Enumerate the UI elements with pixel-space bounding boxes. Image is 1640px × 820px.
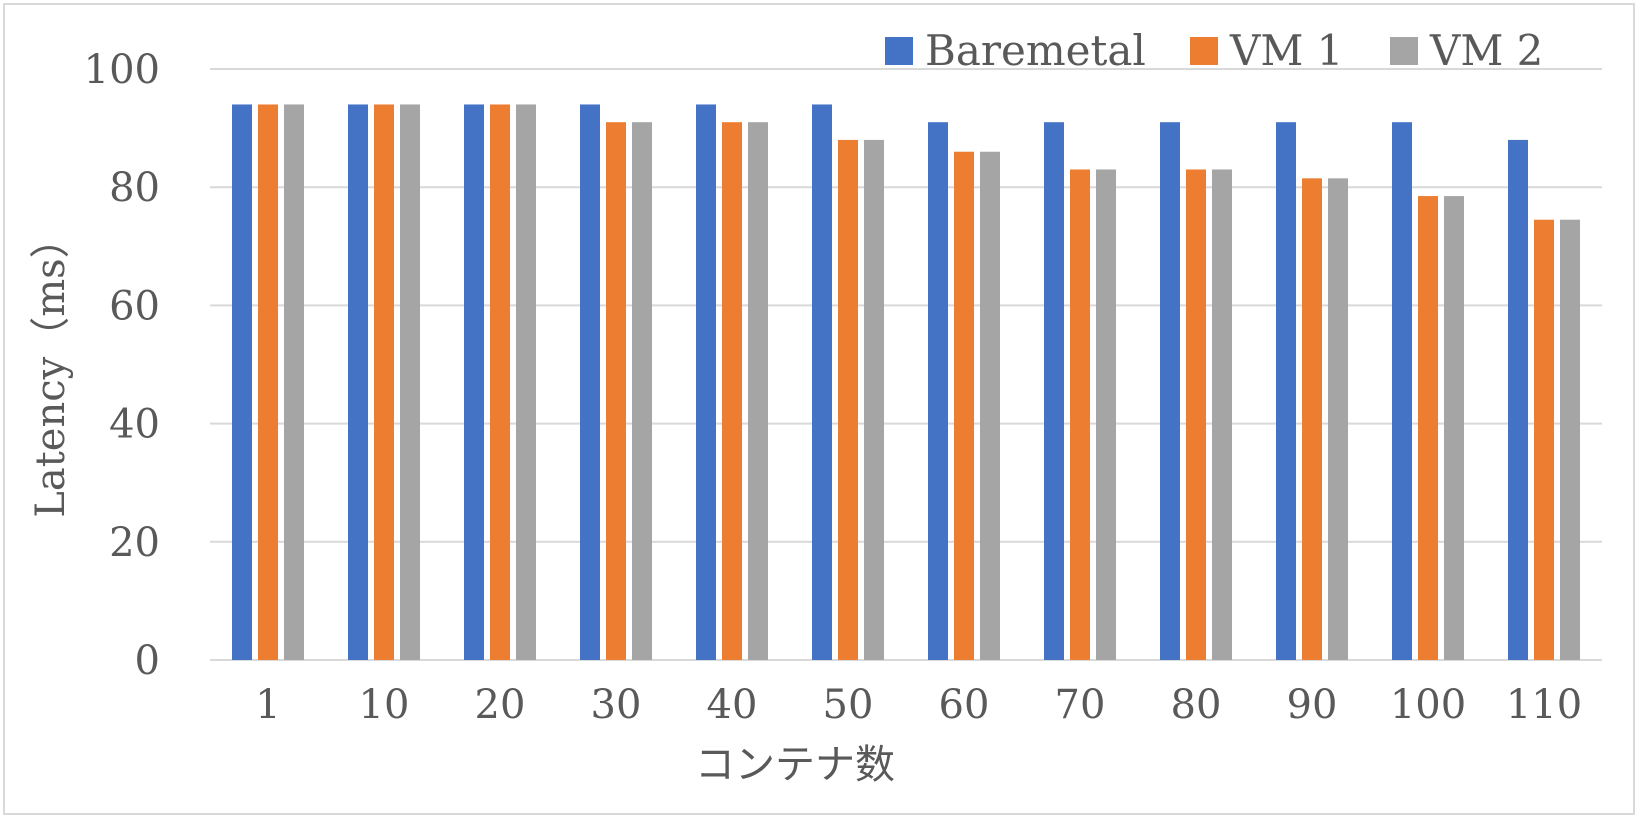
x-tick-label: 100 bbox=[1390, 682, 1466, 728]
y-tick-label: 100 bbox=[84, 47, 160, 93]
x-tick-label: 40 bbox=[707, 682, 758, 728]
y-tick-label: 60 bbox=[109, 283, 160, 329]
bar-baremetal-60 bbox=[928, 122, 948, 660]
bars bbox=[232, 104, 1580, 661]
bar-vm-2-20 bbox=[516, 104, 536, 660]
x-tick-label: 30 bbox=[591, 682, 642, 728]
bar-vm-2-90 bbox=[1328, 178, 1348, 660]
y-axis-ticks: 0 20 40 60 80 100 bbox=[84, 47, 160, 684]
legend-swatch bbox=[885, 37, 913, 65]
bar-baremetal-50 bbox=[812, 104, 832, 660]
bar-vm-2-30 bbox=[632, 122, 652, 660]
legend-label: VM 2 bbox=[1429, 26, 1543, 75]
y-tick-label: 20 bbox=[109, 520, 160, 566]
bar-vm-1-50 bbox=[838, 139, 858, 661]
bar-baremetal-20 bbox=[464, 104, 484, 660]
bar-baremetal-1 bbox=[232, 104, 252, 660]
x-tick-label: 110 bbox=[1506, 682, 1582, 728]
bar-vm-1-90 bbox=[1302, 178, 1322, 660]
y-axis-title: Latency（ms） bbox=[28, 218, 74, 517]
bar-baremetal-80 bbox=[1160, 122, 1180, 660]
x-tick-label: 90 bbox=[1287, 682, 1338, 728]
bar-vm-2-100 bbox=[1444, 196, 1464, 660]
bar-baremetal-90 bbox=[1276, 122, 1296, 660]
bar-baremetal-30 bbox=[580, 104, 600, 660]
bar-vm-1-100 bbox=[1418, 196, 1438, 660]
x-axis-ticks: 1 10 20 30 40 50 60 70 80 90 100 110 bbox=[255, 682, 1582, 728]
x-tick-label: 1 bbox=[255, 682, 280, 728]
x-tick-label: 60 bbox=[939, 682, 990, 728]
bar-baremetal-10 bbox=[348, 104, 368, 660]
y-tick-label: 40 bbox=[109, 402, 160, 448]
bar-vm-1-10 bbox=[374, 104, 394, 660]
bar-vm-2-10 bbox=[400, 104, 420, 660]
bar-vm-1-110 bbox=[1534, 219, 1554, 660]
bar-vm-1-60 bbox=[954, 151, 974, 661]
bar-vm-1-70 bbox=[1070, 169, 1090, 660]
legend-swatch bbox=[1190, 37, 1218, 65]
legend-label: Baremetal bbox=[925, 26, 1146, 75]
bar-vm-1-20 bbox=[490, 104, 510, 660]
legend-swatch bbox=[1390, 37, 1418, 65]
x-tick-label: 20 bbox=[475, 682, 526, 728]
bar-vm-1-1 bbox=[258, 104, 278, 660]
bar-vm-2-110 bbox=[1560, 219, 1580, 660]
bar-vm-2-80 bbox=[1212, 169, 1232, 660]
x-tick-label: 80 bbox=[1171, 682, 1222, 728]
bar-vm-2-40 bbox=[748, 122, 768, 660]
bar-baremetal-40 bbox=[696, 104, 716, 660]
bar-baremetal-100 bbox=[1392, 122, 1412, 660]
x-axis-title: コンテナ数 bbox=[695, 742, 895, 788]
y-tick-label: 80 bbox=[109, 165, 160, 211]
bar-vm-2-50 bbox=[864, 139, 884, 661]
gridlines bbox=[210, 68, 1602, 661]
bar-vm-1-30 bbox=[606, 122, 626, 660]
x-tick-label: 50 bbox=[823, 682, 874, 728]
bar-baremetal-110 bbox=[1508, 139, 1528, 661]
x-tick-label: 10 bbox=[359, 682, 410, 728]
legend-label: VM 1 bbox=[1229, 26, 1343, 75]
legend: Baremetal VM 1 VM 2 bbox=[885, 26, 1543, 75]
bar-vm-2-70 bbox=[1096, 169, 1116, 660]
x-tick-label: 70 bbox=[1055, 682, 1106, 728]
bar-vm-1-40 bbox=[722, 122, 742, 660]
bar-baremetal-70 bbox=[1044, 122, 1064, 660]
bar-vm-2-1 bbox=[284, 104, 304, 660]
bar-vm-2-60 bbox=[980, 151, 1000, 661]
y-tick-label: 0 bbox=[135, 638, 160, 684]
bar-vm-1-80 bbox=[1186, 169, 1206, 660]
